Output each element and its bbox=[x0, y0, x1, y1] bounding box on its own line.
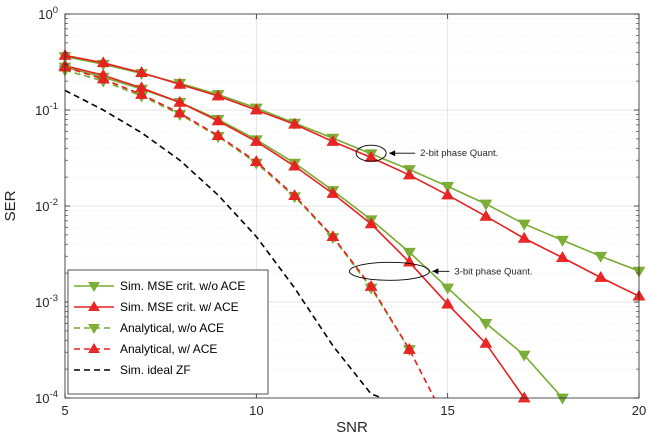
x-tick-label: 10 bbox=[249, 403, 263, 418]
series-line bbox=[64, 89, 383, 399]
data-point-marker bbox=[88, 282, 100, 292]
y-tick-label: 10-1 bbox=[35, 101, 58, 118]
annotations: 2-bit phase Quant. 3-bit phase Quant. bbox=[348, 144, 533, 281]
data-point-marker bbox=[479, 209, 493, 221]
data-point-marker bbox=[135, 88, 148, 99]
data-point-marker bbox=[364, 217, 378, 229]
data-point-marker bbox=[135, 66, 148, 77]
data-point-marker bbox=[211, 129, 225, 141]
data-point-marker bbox=[173, 95, 187, 107]
y-axis-label: SER bbox=[2, 190, 19, 221]
data-point-marker bbox=[249, 134, 263, 146]
data-point-marker bbox=[517, 350, 531, 362]
x-axis-label: SNR bbox=[336, 419, 368, 436]
data-point-marker bbox=[211, 114, 225, 126]
data-point-marker bbox=[288, 189, 301, 201]
legend-item: Analytical, w/ ACE bbox=[74, 342, 217, 356]
data-point-marker bbox=[249, 103, 263, 115]
series-6 bbox=[58, 59, 531, 403]
data-point-marker bbox=[556, 393, 569, 405]
data-point-marker bbox=[441, 182, 455, 193]
data-point-marker bbox=[326, 230, 340, 241]
data-point-marker bbox=[326, 134, 340, 146]
legend-label: Sim. MSE crit. w/ ACE bbox=[120, 300, 239, 314]
series-layer bbox=[58, 48, 646, 405]
data-point-marker bbox=[517, 219, 531, 231]
data-point-marker bbox=[288, 159, 301, 171]
series-4 bbox=[64, 89, 383, 399]
data-point-marker bbox=[479, 318, 493, 330]
legend[interactable]: Sim. MSE crit. w/o ACE Sim. MSE crit. w/ … bbox=[67, 269, 269, 395]
legend-box bbox=[67, 269, 269, 395]
data-point-marker bbox=[96, 56, 110, 68]
data-point-marker bbox=[88, 301, 100, 311]
data-point-marker bbox=[88, 343, 100, 353]
legend-item: Sim. MSE crit. w/ ACE bbox=[74, 300, 239, 314]
series-1 bbox=[58, 48, 646, 301]
x-tick-label: 5 bbox=[61, 403, 68, 418]
data-point-marker bbox=[517, 231, 531, 243]
legend-label: Analytical, w/o ACE bbox=[120, 321, 224, 335]
x-tick-label: 20 bbox=[632, 403, 646, 418]
data-point-marker bbox=[441, 297, 455, 309]
data-point-marker bbox=[173, 106, 187, 118]
data-point-marker bbox=[326, 187, 340, 198]
data-point-marker bbox=[96, 72, 110, 84]
annotation-arrowhead bbox=[389, 150, 396, 157]
data-point-marker bbox=[441, 283, 455, 295]
data-point-marker bbox=[173, 77, 187, 89]
data-point-marker bbox=[479, 336, 493, 348]
annotation-arrowhead bbox=[432, 268, 439, 275]
data-point-marker bbox=[288, 117, 301, 129]
series-line bbox=[64, 54, 640, 297]
data-point-marker bbox=[556, 251, 569, 262]
y-tick-label: 10-4 bbox=[35, 389, 58, 406]
y-tick-label: 100 bbox=[38, 5, 58, 22]
data-point-marker bbox=[594, 271, 608, 282]
data-point-marker bbox=[403, 247, 416, 259]
data-point-marker bbox=[594, 251, 608, 263]
legend-item: Sim. ideal ZF bbox=[74, 363, 191, 377]
y-tick-label: 10-3 bbox=[35, 293, 58, 310]
data-point-marker bbox=[556, 235, 569, 247]
data-point-marker bbox=[88, 324, 100, 334]
data-point-marker bbox=[441, 188, 455, 200]
legend-label: Sim. ideal ZF bbox=[120, 363, 191, 377]
data-point-marker bbox=[249, 155, 263, 166]
y-tick-label: 10-2 bbox=[35, 197, 58, 214]
data-point-marker bbox=[517, 391, 531, 403]
annotation-ellipse bbox=[348, 261, 430, 281]
data-point-marker bbox=[403, 343, 416, 354]
annotation-label: 3-bit phase Quant. bbox=[454, 266, 532, 277]
legend-item: Analytical, w/o ACE bbox=[74, 321, 224, 335]
ticks: 5 10 15 20 100 10-1 10-2 10-3 10-4 bbox=[35, 5, 646, 418]
series-line bbox=[64, 66, 564, 399]
x-tick-label: 15 bbox=[440, 403, 454, 418]
legend-label: Sim. MSE crit. w/o ACE bbox=[120, 279, 245, 293]
data-point-marker bbox=[364, 280, 378, 291]
annotation-ellipse bbox=[355, 144, 387, 162]
annotation-label: 2-bit phase Quant. bbox=[420, 148, 498, 159]
data-point-marker bbox=[479, 199, 493, 211]
data-point-marker bbox=[403, 168, 416, 180]
data-point-marker bbox=[211, 89, 225, 101]
legend-label: Analytical, w/ ACE bbox=[120, 342, 217, 356]
legend-item: Sim. MSE crit. w/o ACE bbox=[74, 279, 245, 293]
